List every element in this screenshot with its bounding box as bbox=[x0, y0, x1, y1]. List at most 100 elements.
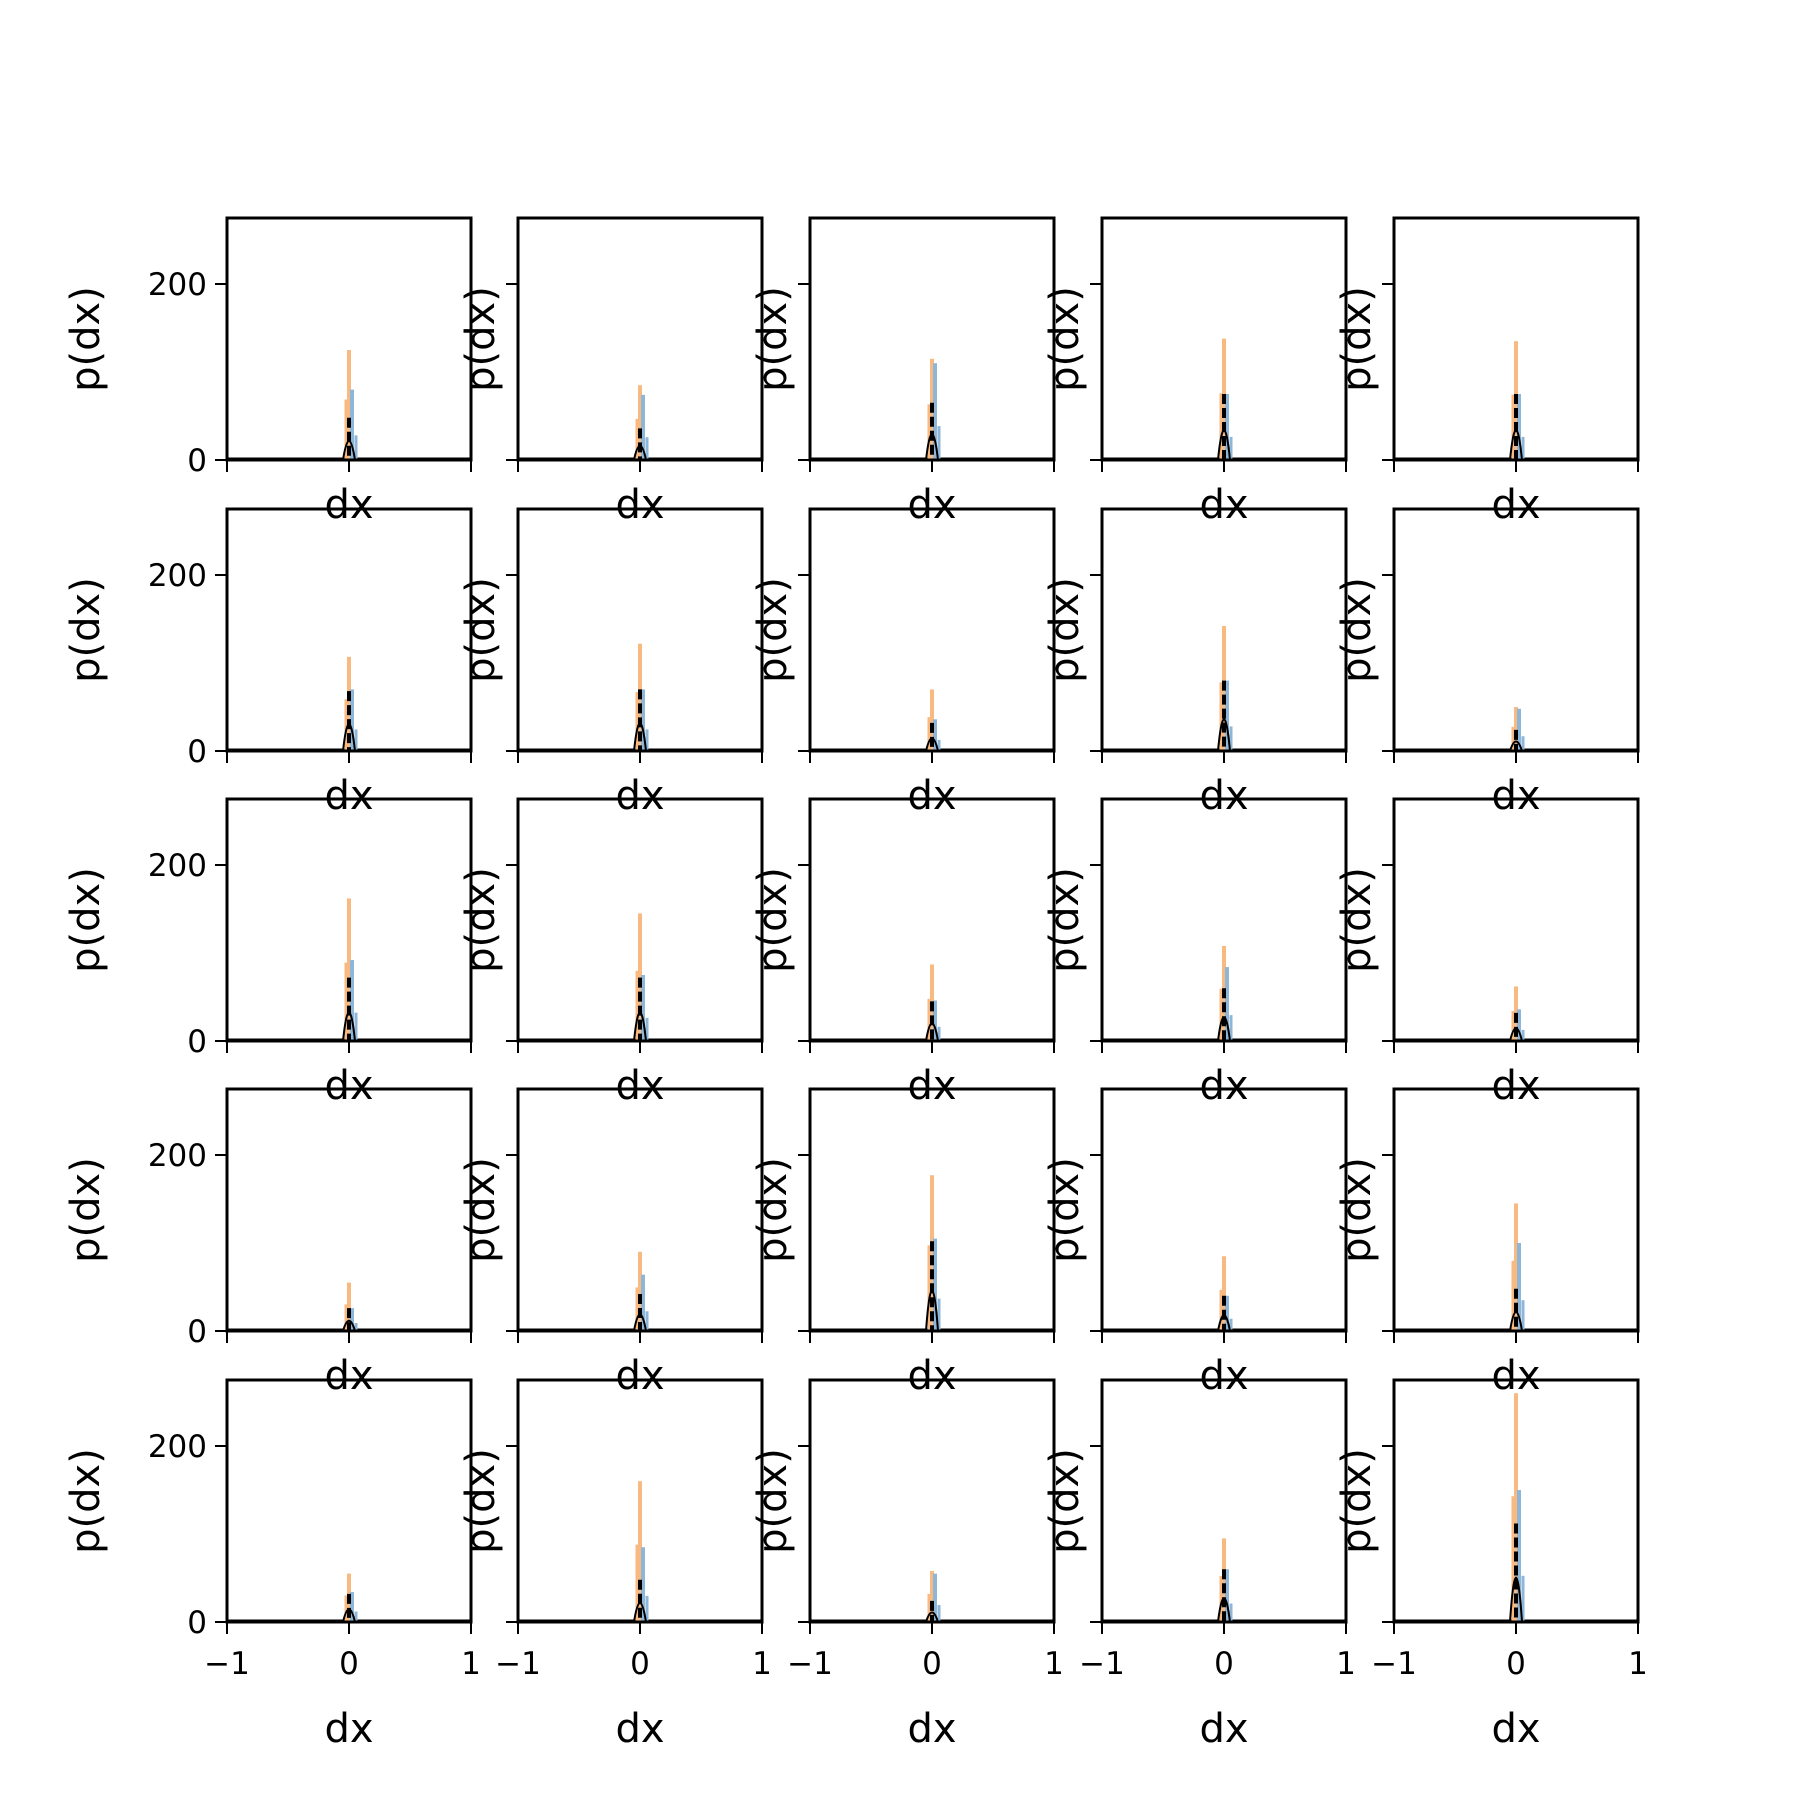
blue-bar bbox=[933, 719, 937, 751]
black-density-curve bbox=[342, 439, 356, 461]
blue-bar bbox=[1229, 1318, 1233, 1331]
orange-bar bbox=[638, 385, 642, 460]
blue-bar bbox=[1225, 1569, 1229, 1622]
black-density-curve bbox=[633, 722, 647, 752]
x-axis-title: dx bbox=[615, 1706, 664, 1752]
y-tick-label: 200 bbox=[148, 848, 207, 884]
blue-bar bbox=[1517, 394, 1521, 460]
x-axis-title: dx bbox=[615, 482, 664, 528]
blue-bar bbox=[1517, 1243, 1521, 1331]
black-density-curve bbox=[1217, 1016, 1231, 1042]
y-tick-label: 200 bbox=[148, 1138, 207, 1174]
orange-bar bbox=[930, 1570, 934, 1622]
y-axis-title: p(dx) bbox=[750, 286, 796, 392]
black-density-curve bbox=[633, 1601, 647, 1623]
x-axis-title: dx bbox=[1491, 1353, 1540, 1399]
y-tick-label: 200 bbox=[148, 267, 207, 303]
x-tick-label: 0 bbox=[922, 1646, 942, 1682]
blue-bar bbox=[1517, 708, 1521, 751]
blue-bar bbox=[641, 394, 645, 460]
black-density-curve bbox=[342, 1011, 356, 1042]
blue-bar bbox=[937, 739, 941, 751]
subplot-r3-c4: dx p(dx) bbox=[1334, 1087, 1640, 1399]
blue-bar bbox=[1517, 1009, 1521, 1041]
black-density-curve bbox=[1509, 1027, 1523, 1042]
black-density-curve bbox=[633, 444, 647, 461]
blue-bar bbox=[937, 1026, 941, 1041]
x-axis-title: dx bbox=[1491, 1063, 1540, 1109]
orange-bar bbox=[1511, 726, 1515, 751]
black-density-curve bbox=[925, 1022, 939, 1042]
y-tick-label: 0 bbox=[187, 1314, 207, 1350]
x-tick-label: 1 bbox=[752, 1646, 772, 1682]
blue-bar bbox=[1225, 1295, 1229, 1331]
x-tick-label: −1 bbox=[787, 1646, 833, 1682]
x-axis-title: dx bbox=[907, 1353, 956, 1399]
blue-bar bbox=[1521, 736, 1525, 751]
black-density-curve bbox=[1509, 1576, 1523, 1623]
x-tick-label: 0 bbox=[630, 1646, 650, 1682]
x-tick-label: −1 bbox=[204, 1646, 250, 1682]
black-density-curve bbox=[633, 1313, 647, 1332]
blue-bar bbox=[1225, 680, 1229, 751]
orange-bar bbox=[1514, 707, 1518, 751]
x-axis-title: dx bbox=[324, 773, 373, 819]
subplot-r2-c2: dx p(dx) bbox=[750, 797, 1056, 1109]
y-axis-title: p(dx) bbox=[750, 1157, 796, 1263]
x-tick-label: −1 bbox=[1371, 1646, 1417, 1682]
black-density-curve bbox=[342, 723, 356, 752]
blue-bar bbox=[933, 363, 937, 460]
x-axis-title: dx bbox=[324, 1353, 373, 1399]
subplot-r1-c4: dx p(dx) bbox=[1334, 507, 1640, 819]
black-density-curve bbox=[925, 1611, 939, 1623]
subplot-r1-c0: 0 200 dx p(dx) bbox=[63, 507, 473, 819]
y-axis-title: p(dx) bbox=[458, 1448, 504, 1554]
blue-bar bbox=[1521, 1575, 1525, 1622]
x-tick-label: 0 bbox=[1214, 1646, 1234, 1682]
x-tick-label: 1 bbox=[1044, 1646, 1064, 1682]
y-tick-label: 0 bbox=[187, 1605, 207, 1641]
x-axis-title: dx bbox=[1491, 773, 1540, 819]
orange-bar bbox=[1219, 988, 1223, 1041]
x-axis-title: dx bbox=[907, 482, 956, 528]
orange-bar bbox=[927, 1593, 931, 1622]
x-axis-title: dx bbox=[615, 1063, 664, 1109]
blue-bar bbox=[1517, 1490, 1521, 1622]
x-axis-title: dx bbox=[1199, 1706, 1248, 1752]
y-tick-label: 0 bbox=[187, 443, 207, 479]
orange-bar bbox=[1222, 1538, 1226, 1622]
y-axis-title: p(dx) bbox=[750, 577, 796, 683]
blue-bar bbox=[350, 960, 354, 1041]
blue-bar bbox=[1521, 1300, 1525, 1331]
x-tick-label: 1 bbox=[461, 1646, 481, 1682]
y-axis-title: p(dx) bbox=[458, 867, 504, 973]
orange-bar bbox=[1222, 1256, 1226, 1331]
x-axis-title: dx bbox=[615, 1353, 664, 1399]
subplot-r0-c4: dx p(dx) bbox=[1334, 216, 1640, 528]
orange-bar bbox=[347, 350, 351, 460]
blue-bar bbox=[641, 689, 645, 751]
orange-bar bbox=[635, 418, 639, 460]
y-axis-title: p(dx) bbox=[458, 1157, 504, 1263]
blue-bar bbox=[937, 1605, 941, 1622]
x-tick-label: −1 bbox=[1079, 1646, 1125, 1682]
x-axis-title: dx bbox=[1199, 1063, 1248, 1109]
orange-bar bbox=[347, 656, 351, 751]
orange-bar bbox=[1514, 1203, 1518, 1331]
blue-bar bbox=[937, 1298, 941, 1331]
blue-bar bbox=[1521, 1029, 1525, 1041]
black-density-curve bbox=[1217, 1314, 1231, 1332]
blue-bar bbox=[937, 426, 941, 460]
subplot-r1-c1: dx p(dx) bbox=[458, 507, 764, 819]
orange-bar bbox=[1511, 394, 1515, 460]
orange-bar bbox=[930, 1175, 934, 1331]
black-density-curve bbox=[342, 1608, 356, 1623]
orange-bar bbox=[635, 1287, 639, 1331]
subplot-r3-c2: dx p(dx) bbox=[750, 1087, 1056, 1399]
orange-bar bbox=[344, 962, 348, 1041]
orange-bar bbox=[635, 691, 639, 751]
black-density-curve bbox=[925, 737, 939, 752]
blue-bar bbox=[1229, 1603, 1233, 1622]
blue-bar bbox=[1229, 436, 1233, 460]
blue-bar bbox=[645, 1017, 649, 1041]
